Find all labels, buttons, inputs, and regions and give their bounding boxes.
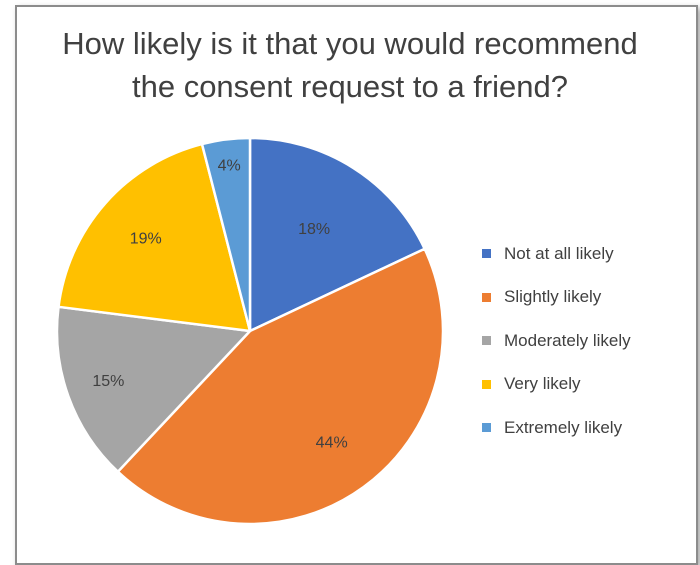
legend-swatch-1 — [482, 249, 491, 259]
data-label-1: 18% — [298, 221, 330, 238]
legend-swatch-5 — [482, 423, 491, 433]
pie-slice-5 — [200, 136, 252, 333]
chart-title-line-1: How likely is it that you would recommen… — [62, 26, 638, 61]
legend-swatch-2 — [482, 292, 491, 302]
legend-item-4: Very likely — [482, 363, 631, 407]
data-label-2: 44% — [316, 435, 348, 452]
pie-slice-1 — [248, 136, 426, 333]
chart-legend: Not at all likely Slightly likely Moderate… — [482, 232, 631, 450]
legend-item-5: Extremely likely — [482, 406, 631, 450]
data-label-4: 19% — [130, 230, 162, 247]
legend-item-1: Not at all likely — [482, 232, 631, 276]
legend-item-2: Slightly likely — [482, 276, 631, 320]
legend-label-3: Moderately likely — [504, 330, 631, 350]
chart-title: How likely is it that you would recommen… — [0, 22, 700, 108]
pie-slice-4 — [57, 142, 252, 333]
legend-label-4: Very likely — [504, 374, 581, 394]
chart-title-line-2: the consent request to a friend? — [131, 69, 568, 104]
pie-chart: 18% 44% 15% 19% 4% — [55, 136, 445, 526]
legend-label-5: Extremely likely — [504, 417, 623, 437]
data-label-5: 4% — [218, 158, 241, 175]
legend-label-2: Slightly likely — [504, 287, 602, 307]
data-label-3: 15% — [92, 373, 124, 390]
legend-item-3: Moderately likely — [482, 319, 631, 363]
legend-label-1: Not at all likely — [504, 243, 614, 263]
pie-slice-2 — [116, 247, 445, 526]
legend-swatch-3 — [482, 336, 491, 346]
legend-swatch-4 — [482, 379, 491, 389]
pie-slice-3 — [55, 305, 252, 473]
